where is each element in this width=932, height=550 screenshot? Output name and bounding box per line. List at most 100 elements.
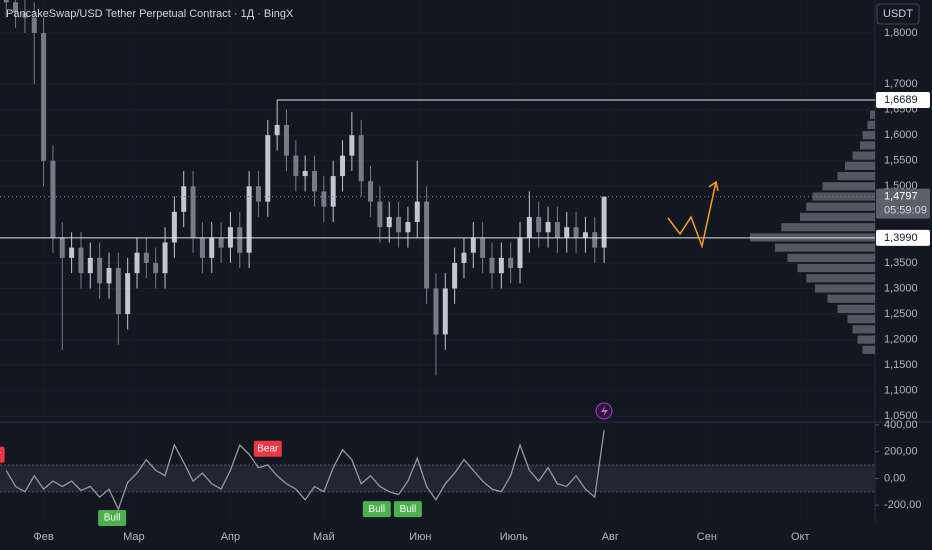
candle-body — [246, 186, 252, 253]
candle-body — [78, 247, 84, 274]
volume-profile-bar — [845, 161, 875, 170]
lightning — [601, 406, 608, 417]
y-tick-label: 1,8000 — [884, 27, 918, 39]
candle-body — [601, 196, 607, 248]
chart-title: PancakeSwap/USD Tether Perpetual Contrac… — [6, 8, 294, 20]
volume-profile-bar — [806, 202, 875, 211]
candle-body — [536, 216, 542, 233]
candle-body — [13, 2, 19, 13]
candle-body — [470, 237, 476, 253]
candle-body — [312, 170, 318, 192]
x-tick-label: Апр — [221, 531, 240, 543]
candle-body — [386, 216, 392, 228]
candle-body — [106, 268, 112, 284]
candle-body — [349, 135, 355, 156]
candle-body — [41, 33, 47, 161]
candle-body — [162, 242, 168, 274]
volume-profile-bar — [787, 253, 875, 262]
x-tick-label: Фев — [33, 531, 53, 543]
osc-tick-label: 200,00 — [884, 446, 918, 458]
volume-profile-bar — [857, 335, 875, 344]
signal-label: Bull — [104, 513, 121, 524]
price-label: 1,3990 — [884, 232, 918, 244]
volume-profile-bar — [827, 294, 875, 303]
candle-body — [227, 227, 233, 248]
candle-body — [143, 252, 149, 263]
candle-body — [69, 247, 75, 258]
volume-profile-bar — [806, 274, 875, 283]
volume-profile-bar — [812, 192, 875, 201]
candle-body — [50, 160, 56, 238]
candle-body — [498, 257, 504, 274]
candle-body — [283, 124, 289, 156]
candle-body — [592, 232, 598, 248]
signal-label: Bull — [368, 504, 385, 515]
volume-profile-bar — [781, 223, 875, 232]
y-tick-label: 1,6000 — [884, 129, 918, 141]
candle-body — [554, 222, 560, 238]
candle-body — [218, 237, 224, 248]
candle-body — [508, 257, 514, 269]
candle-body — [377, 201, 383, 228]
candle-body — [414, 201, 420, 223]
candle-body — [396, 216, 402, 233]
candle-body — [87, 257, 93, 274]
candle-body — [190, 186, 196, 238]
x-tick-label: Окт — [791, 531, 810, 543]
x-tick-label: Сен — [697, 531, 717, 543]
candle-body — [526, 216, 532, 238]
signal-label: Bear — [0, 449, 2, 460]
volume-profile-bar — [860, 141, 875, 150]
signal-label: Bull — [400, 504, 417, 515]
candle-body — [255, 186, 261, 202]
currency-label: USDT — [883, 8, 913, 20]
signal-box — [98, 509, 127, 526]
x-tick-label: Июль — [500, 531, 528, 543]
last-price-label: 1,4797 — [884, 191, 918, 203]
price-label-box — [876, 229, 930, 246]
y-tick-label: 1,3000 — [884, 282, 918, 294]
candle-body — [489, 257, 495, 274]
x-tick-label: Мар — [123, 531, 145, 543]
volume-profile-bar — [800, 212, 875, 222]
candle-body — [461, 252, 467, 263]
candle-body — [125, 273, 131, 315]
candle-body — [59, 237, 65, 258]
candle-body — [97, 257, 103, 284]
y-tick-label: 1,0500 — [884, 410, 918, 422]
y-tick-label: 1,2500 — [884, 308, 918, 320]
y-tick-label: 1,5500 — [884, 155, 918, 167]
x-tick-label: Май — [313, 531, 335, 543]
candle-body — [321, 191, 327, 207]
countdown: 05:59:09 — [884, 205, 927, 217]
osc-tick-label: -200,00 — [884, 499, 921, 511]
volume-profile-bar — [775, 243, 875, 252]
candle-body — [545, 222, 551, 233]
candle-body — [134, 252, 140, 274]
volume-profile-bar — [797, 263, 875, 273]
candle-body — [582, 232, 588, 238]
candle-body — [517, 237, 523, 269]
currency-button[interactable] — [876, 3, 920, 25]
candle-body — [330, 176, 336, 207]
volume-profile-bar — [750, 233, 875, 242]
candle-body — [573, 227, 579, 238]
oscillator-band — [0, 465, 875, 492]
candle-body — [171, 211, 177, 243]
y-tick-label: 1,7000 — [884, 78, 918, 90]
price-label-box — [876, 91, 930, 108]
signal-box — [0, 446, 5, 463]
candle-body — [368, 181, 374, 202]
y-tick-label: 1,3500 — [884, 257, 918, 269]
candle-body — [274, 124, 280, 136]
candle-body — [442, 288, 448, 335]
volume-profile-bar — [862, 345, 875, 354]
volume-profile-bar — [867, 120, 875, 130]
candle-body — [265, 135, 271, 202]
price-label: 1,6689 — [884, 94, 918, 106]
volume-profile-bar — [822, 182, 875, 191]
signal-label: Bear — [257, 443, 279, 454]
candle-body — [3, 0, 9, 3]
candle-body — [424, 201, 430, 289]
